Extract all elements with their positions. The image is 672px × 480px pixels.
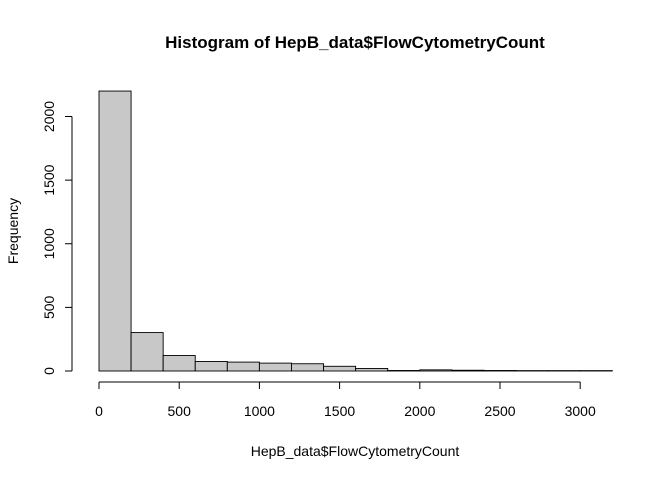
- histogram-bar-1: [130, 332, 164, 372]
- x-tick-label-2: 1000: [244, 403, 275, 419]
- histogram-bar-4: [226, 361, 260, 372]
- x-axis: 0 500 1000 1500 2000 2500 3000: [95, 381, 596, 419]
- histogram-bar-5: [258, 362, 292, 372]
- y-tick-label-4: 2000: [41, 101, 57, 132]
- x-tick-label-3: 1500: [324, 403, 355, 419]
- histogram-bar-2: [162, 355, 196, 372]
- x-axis-label: HepB_data$FlowCytometryCount: [251, 443, 460, 459]
- y-tick-label-0: 0: [41, 367, 57, 375]
- histogram-bar-12: [483, 370, 517, 372]
- bars-group: [98, 90, 613, 372]
- histogram-bar-10: [419, 369, 453, 372]
- histogram-bar-11: [451, 369, 485, 372]
- chart-title: Histogram of HepB_data$FlowCytometryCoun…: [165, 33, 545, 52]
- y-tick-label-1: 500: [41, 295, 57, 319]
- x-tick-label-4: 2000: [404, 403, 435, 419]
- histogram-bar-9: [387, 370, 421, 372]
- y-axis-label: Frequency: [5, 198, 21, 264]
- x-tick-label-6: 3000: [565, 403, 596, 419]
- x-tick-label-5: 2500: [484, 403, 515, 419]
- y-axis: 0 500 1000 1500 2000: [41, 101, 73, 375]
- histogram-bar-6: [291, 363, 325, 372]
- histogram-bar-7: [323, 365, 357, 372]
- y-tick-label-2: 1000: [41, 228, 57, 259]
- histogram-bar-0: [98, 90, 132, 372]
- x-tick-label-0: 0: [95, 403, 103, 419]
- histogram-bar-3: [194, 361, 228, 372]
- x-tick-label-1: 500: [168, 403, 192, 419]
- y-tick-label-3: 1500: [41, 164, 57, 195]
- histogram-bar-8: [355, 368, 389, 372]
